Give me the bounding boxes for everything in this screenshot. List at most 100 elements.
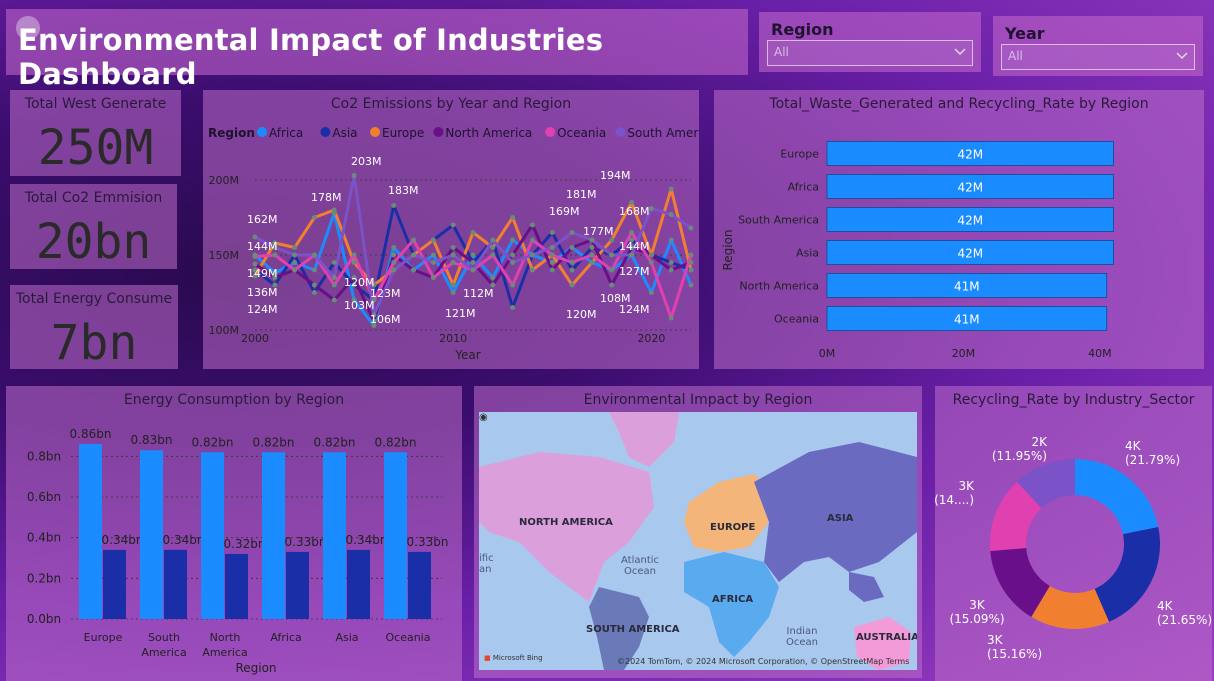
- data-point[interactable]: [668, 186, 674, 192]
- data-point[interactable]: [589, 252, 595, 258]
- data-point[interactable]: [648, 290, 654, 295]
- data-point[interactable]: [629, 230, 635, 235]
- data-point[interactable]: [529, 252, 535, 258]
- data-point[interactable]: [549, 245, 555, 250]
- data-point[interactable]: [668, 267, 674, 273]
- data-point[interactable]: [569, 230, 575, 235]
- bar[interactable]: [201, 452, 224, 619]
- energy-bar-chart[interactable]: 0.0bn 0.2bn 0.4bn 0.6bn 0.8bn 0.86bn 0.34bn Eur…: [6, 386, 462, 681]
- data-point[interactable]: [411, 267, 417, 273]
- data-point[interactable]: [252, 267, 258, 273]
- waste-bar-chart[interactable]: Region Europe 42M Africa 42M South America 42M…: [714, 90, 1204, 369]
- donut-slice[interactable]: [1031, 586, 1110, 629]
- bar[interactable]: [826, 174, 1114, 199]
- donut-slice[interactable]: [990, 481, 1042, 551]
- data-point[interactable]: [648, 252, 654, 258]
- data-point[interactable]: [549, 267, 555, 273]
- data-point[interactable]: [609, 237, 615, 243]
- data-point[interactable]: [292, 252, 298, 258]
- data-point[interactable]: [411, 252, 417, 258]
- data-point[interactable]: [272, 252, 278, 258]
- data-point[interactable]: [351, 275, 357, 280]
- data-point[interactable]: [609, 267, 615, 273]
- data-point[interactable]: [331, 275, 337, 280]
- data-point[interactable]: [688, 252, 694, 258]
- data-point[interactable]: [589, 260, 595, 265]
- data-point[interactable]: [391, 203, 397, 208]
- data-point[interactable]: [569, 282, 575, 288]
- data-point[interactable]: [688, 282, 694, 288]
- bar[interactable]: [408, 551, 431, 619]
- data-point[interactable]: [252, 273, 258, 279]
- data-point[interactable]: [351, 297, 357, 303]
- data-point[interactable]: [371, 318, 377, 324]
- data-point[interactable]: [668, 315, 674, 321]
- data-point[interactable]: [589, 245, 595, 250]
- data-point[interactable]: [331, 207, 337, 213]
- data-point[interactable]: [490, 282, 496, 288]
- data-point[interactable]: [450, 290, 456, 295]
- data-point[interactable]: [331, 282, 337, 288]
- data-point[interactable]: [272, 275, 278, 280]
- region-map[interactable]: NORTH AMERICA EUROPE ASIA AFRICA SOUTH A…: [479, 412, 917, 670]
- data-point[interactable]: [351, 173, 357, 178]
- legend-item[interactable]: Europe: [382, 126, 424, 140]
- data-point[interactable]: [490, 237, 496, 243]
- year-dropdown[interactable]: All: [1001, 44, 1195, 70]
- data-point[interactable]: [391, 245, 397, 250]
- data-point[interactable]: [629, 237, 635, 243]
- data-point[interactable]: [529, 222, 535, 228]
- data-point[interactable]: [450, 252, 456, 258]
- data-point[interactable]: [450, 222, 456, 228]
- data-point[interactable]: [490, 252, 496, 258]
- data-point[interactable]: [629, 200, 635, 205]
- data-point[interactable]: [331, 260, 337, 265]
- data-point[interactable]: [430, 275, 436, 280]
- data-point[interactable]: [430, 237, 436, 243]
- data-point[interactable]: [331, 297, 337, 303]
- data-point[interactable]: [252, 234, 258, 240]
- data-point[interactable]: [391, 260, 397, 265]
- data-point[interactable]: [510, 215, 516, 220]
- data-point[interactable]: [510, 282, 516, 288]
- data-point[interactable]: [569, 267, 575, 273]
- map-copyright[interactable]: ©2024 TomTom, © 2024 Microsoft Corporati…: [617, 657, 910, 666]
- data-point[interactable]: [430, 252, 436, 258]
- data-point[interactable]: [411, 237, 417, 243]
- bar[interactable]: [826, 207, 1114, 232]
- donut-slice[interactable]: [1017, 459, 1075, 509]
- legend-item[interactable]: North America: [445, 126, 532, 140]
- data-point[interactable]: [311, 215, 317, 220]
- data-point[interactable]: [470, 260, 476, 265]
- data-point[interactable]: [311, 282, 317, 288]
- data-point[interactable]: [510, 260, 516, 265]
- data-point[interactable]: [609, 252, 615, 258]
- data-point[interactable]: [510, 305, 516, 310]
- legend-item[interactable]: Asia: [332, 126, 357, 140]
- data-point[interactable]: [510, 237, 516, 243]
- data-point[interactable]: [272, 245, 278, 250]
- data-point[interactable]: [549, 260, 555, 265]
- data-point[interactable]: [569, 260, 575, 265]
- bar[interactable]: [826, 141, 1114, 166]
- data-point[interactable]: [668, 260, 674, 265]
- data-point[interactable]: [609, 282, 615, 288]
- data-point[interactable]: [252, 254, 258, 259]
- bar[interactable]: [286, 551, 309, 619]
- bar[interactable]: [347, 549, 370, 619]
- donut-slice[interactable]: [1075, 459, 1159, 535]
- data-point[interactable]: [490, 275, 496, 280]
- bar[interactable]: [262, 452, 285, 619]
- data-point[interactable]: [272, 282, 278, 288]
- bar[interactable]: [140, 450, 163, 619]
- bar[interactable]: [79, 444, 102, 619]
- data-point[interactable]: [311, 252, 317, 258]
- map-focus-icon[interactable]: ◉: [479, 412, 488, 423]
- data-point[interactable]: [371, 297, 377, 303]
- bar[interactable]: [225, 553, 248, 619]
- data-point[interactable]: [450, 245, 456, 250]
- data-point[interactable]: [311, 267, 317, 273]
- data-point[interactable]: [529, 267, 535, 273]
- data-point[interactable]: [391, 267, 397, 273]
- data-point[interactable]: [668, 237, 674, 243]
